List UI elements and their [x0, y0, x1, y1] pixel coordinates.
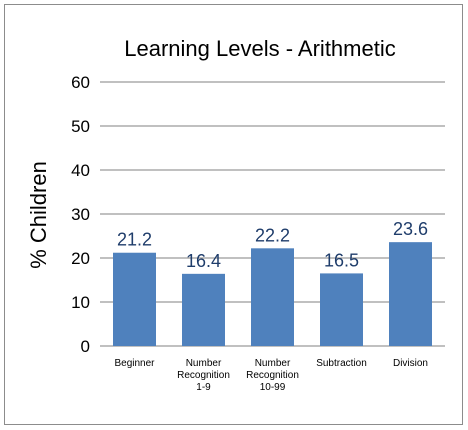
chart-title: Learning Levels - Arithmetic [124, 36, 395, 61]
data-label: 21.2 [117, 230, 152, 250]
bar [320, 273, 363, 346]
x-tick-label: Subtraction [316, 358, 367, 369]
x-tick-label: Number Recognition 10-99 [246, 358, 299, 393]
y-tick-label: 40 [71, 161, 90, 180]
y-tick-label: 20 [71, 249, 90, 268]
y-tick-label: 10 [71, 293, 90, 312]
x-tick-label: Beginner [114, 358, 155, 369]
y-tick-labels: 0 10 20 30 40 50 60 [71, 73, 90, 356]
y-tick-label: 30 [71, 205, 90, 224]
x-tick-label: Number Recognition 1-9 [177, 358, 230, 393]
bar [113, 252, 156, 346]
x-tick-labels: Beginner Number Recognition 1-9 Number Recogn… [114, 358, 428, 393]
data-label: 16.4 [186, 251, 221, 271]
y-axis-label: % Children [26, 161, 51, 269]
y-tick-label: 50 [71, 117, 90, 136]
y-tick-label: 0 [81, 337, 90, 356]
bar [251, 248, 294, 346]
data-label: 22.2 [255, 225, 290, 245]
gridlines [100, 81, 445, 347]
data-labels: 21.2 16.4 22.2 16.5 23.6 [117, 219, 428, 271]
y-tick-label: 60 [71, 73, 90, 92]
bars [113, 242, 432, 346]
x-tick-label: Division [393, 358, 428, 369]
bar [182, 273, 225, 346]
data-label: 23.6 [393, 219, 428, 239]
bar [389, 242, 432, 346]
data-label: 16.5 [324, 250, 359, 270]
